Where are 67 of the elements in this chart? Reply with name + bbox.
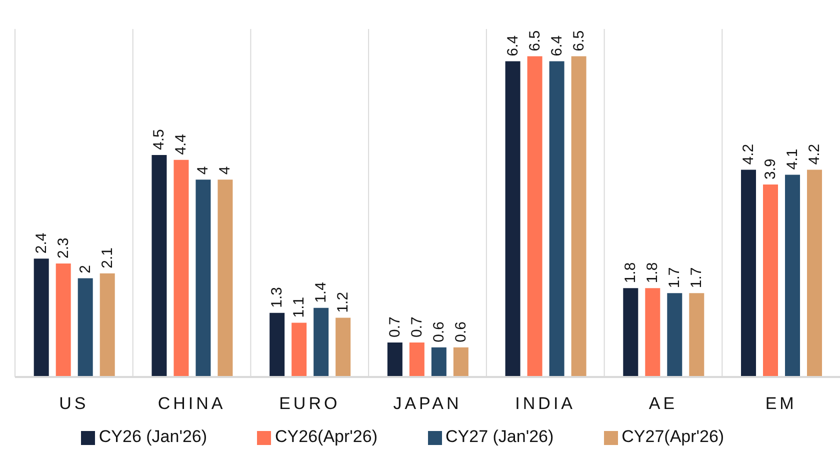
- data-label: 2.4: [32, 232, 50, 254]
- data-label: 0.7: [408, 316, 426, 338]
- x-tick-label: JAPAN: [393, 394, 462, 414]
- bar: [549, 61, 564, 377]
- data-label: 6.4: [548, 35, 566, 56]
- legend-label: CY27 (Jan'26): [446, 427, 554, 446]
- bar: [78, 278, 93, 377]
- data-label: 4.1: [784, 148, 801, 170]
- bar: [56, 264, 71, 377]
- bar: [807, 170, 822, 377]
- bar: [571, 56, 586, 377]
- bar: [409, 342, 424, 377]
- bar: [387, 342, 402, 377]
- bar: [292, 322, 307, 377]
- data-label: 1.8: [622, 262, 640, 284]
- data-label: 0.7: [386, 316, 404, 338]
- bar: [152, 154, 167, 377]
- bar: [314, 308, 329, 377]
- bar: [527, 56, 542, 377]
- legend-label: CY26(Apr'26): [275, 427, 378, 446]
- bar: [645, 288, 660, 377]
- data-label: 1.1: [290, 296, 308, 318]
- data-label: 1.8: [644, 262, 662, 284]
- bar: [218, 180, 233, 377]
- x-tick-label: EM: [765, 394, 797, 414]
- x-tick-label: CHINA: [158, 394, 226, 414]
- bar: [453, 347, 468, 377]
- bar: [763, 184, 778, 377]
- bar: [623, 288, 638, 377]
- bar: [741, 170, 756, 377]
- x-tick-label: INDIA: [515, 394, 576, 414]
- bar: [34, 258, 49, 377]
- data-label: 2.1: [98, 248, 116, 268]
- data-label: 4: [216, 166, 234, 175]
- data-label: 2: [76, 264, 94, 274]
- data-label: 6.5: [526, 30, 544, 52]
- data-label: 1.2: [334, 292, 352, 313]
- bar: [196, 180, 211, 377]
- data-label: 4: [194, 166, 212, 175]
- bar: [785, 174, 800, 377]
- x-tick-label: AE: [648, 394, 678, 414]
- data-label: 0.6: [452, 322, 470, 342]
- data-label: 0.6: [430, 322, 448, 342]
- data-label: 1.7: [666, 267, 684, 288]
- bar: [431, 347, 446, 377]
- data-label: 1.3: [268, 286, 286, 308]
- bar: [174, 160, 189, 377]
- bar: [667, 293, 682, 377]
- bar: [505, 61, 520, 377]
- data-label: 4.4: [172, 134, 190, 155]
- legend-label: CY27(Apr'26): [622, 427, 724, 446]
- data-label: 6.5: [570, 30, 588, 52]
- bar: [336, 318, 351, 377]
- x-tick-label: EURO: [279, 394, 340, 414]
- data-label: 1.4: [312, 282, 330, 303]
- legend-label: CY26 (Jan'26): [98, 427, 208, 446]
- x-tick-label: US: [59, 394, 89, 414]
- data-label: 1.7: [688, 267, 706, 288]
- bar: [270, 312, 285, 377]
- data-label: 4.2: [806, 144, 823, 165]
- data-label: 6.4: [504, 35, 522, 56]
- bar: [689, 293, 704, 377]
- bar: [100, 273, 115, 377]
- data-label: 4.2: [740, 144, 757, 165]
- data-label: 3.9: [762, 158, 779, 180]
- data-label: 4.5: [150, 129, 168, 150]
- data-label: 2.3: [54, 238, 72, 259]
